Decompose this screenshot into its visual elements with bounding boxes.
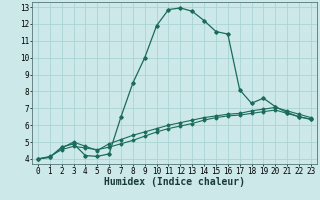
X-axis label: Humidex (Indice chaleur): Humidex (Indice chaleur) [104,177,245,187]
